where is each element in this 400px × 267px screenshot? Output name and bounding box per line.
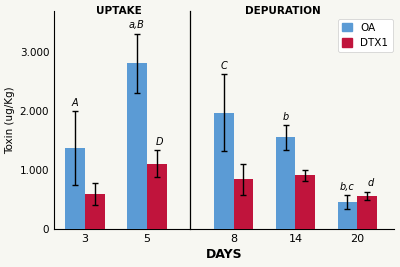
Y-axis label: Toxin (ug/Kg): Toxin (ug/Kg) [6, 87, 16, 154]
X-axis label: DAYS: DAYS [206, 249, 242, 261]
Text: A: A [72, 98, 78, 108]
Bar [357, 196, 377, 229]
Bar [147, 164, 167, 229]
Bar [65, 148, 85, 229]
Bar [276, 138, 296, 229]
Text: DEPURATION: DEPURATION [245, 6, 321, 16]
Text: D: D [156, 137, 164, 147]
Legend: OA, DTX1: OA, DTX1 [338, 18, 393, 52]
Bar [234, 179, 253, 229]
Bar [127, 63, 147, 229]
Bar [338, 202, 357, 229]
Bar [85, 194, 105, 229]
Text: a,B: a,B [129, 20, 145, 30]
Text: C: C [220, 61, 227, 71]
Bar [214, 113, 234, 229]
Bar [296, 175, 315, 229]
Text: d: d [367, 178, 374, 189]
Text: b: b [282, 112, 289, 122]
Text: UPTAKE: UPTAKE [96, 6, 142, 16]
Text: b,c: b,c [340, 182, 355, 192]
